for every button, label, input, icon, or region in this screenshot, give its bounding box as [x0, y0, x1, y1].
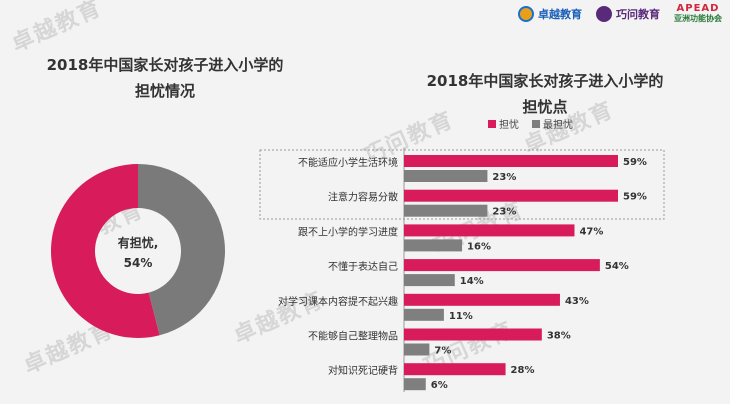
legend-swatch [488, 120, 496, 128]
category-label: 不懂于表达自己 [328, 260, 398, 273]
category-label: 跟不上小学的学习进度 [298, 225, 398, 238]
bar [404, 343, 430, 356]
bar-value-label: 38% [547, 331, 571, 342]
left-title-line2: 担忧情况 [134, 82, 195, 100]
logo-bar: 卓越教育 巧问教育 APEAD 亚洲功能协会 [518, 4, 722, 24]
donut-slice [50, 164, 160, 338]
bar-value-label: 47% [579, 226, 603, 237]
bar [404, 170, 488, 182]
category-label: 不能适应小学生活环境 [298, 156, 398, 169]
brand2-text: 巧问教育 [616, 8, 660, 21]
category-label: 注意力容易分散 [328, 191, 398, 204]
brand-logo-zhuoyue: 卓越教育 [518, 6, 582, 22]
zhuoyue-logo-icon [518, 6, 534, 22]
bar-value-label: 28% [511, 365, 535, 376]
bar-value-label: 23% [492, 207, 516, 218]
right-title-line2: 担忧点 [522, 98, 568, 116]
bar [404, 328, 542, 341]
category-label: 对知识死记硬背 [328, 364, 398, 377]
donut-center-label: 有担忧, [118, 235, 159, 250]
bar-value-label: 59% [623, 157, 647, 168]
qiaowen-logo-icon [596, 6, 612, 22]
brand-logo-apead: APEAD 亚洲功能协会 [674, 4, 722, 24]
category-label: 不能够自己整理物品 [308, 330, 398, 343]
donut-slice [138, 164, 225, 336]
brand1-text: 卓越教育 [538, 8, 582, 21]
right-chart-title: 2018年中国家长对孩子进入小学的 担忧点 [400, 68, 690, 120]
brand3-bottom-text: 亚洲功能协会 [674, 14, 722, 23]
bar-value-label: 16% [467, 241, 491, 252]
highlight-box [259, 149, 665, 220]
legend-swatch [532, 120, 540, 128]
category-label: 对学习课本内容提不起兴趣 [278, 295, 398, 308]
bar [404, 274, 455, 287]
bar-value-label: 6% [431, 380, 448, 391]
bar [404, 189, 618, 202]
bar-value-label: 43% [565, 296, 589, 307]
bar-value-label: 54% [605, 261, 629, 272]
bar [404, 293, 560, 306]
bar-value-label: 23% [492, 172, 516, 183]
left-chart-title: 2018年中国家长对孩子进入小学的 担忧情况 [20, 52, 310, 104]
bar [404, 378, 426, 391]
brand-logo-qiaowen: 巧问教育 [596, 6, 660, 22]
bar-value-label: 7% [434, 346, 451, 357]
legend-label: 担忧 [499, 118, 519, 131]
bar [404, 308, 444, 321]
bar [404, 239, 463, 252]
bar [404, 155, 618, 167]
brand3-top-text: APEAD [676, 3, 720, 14]
right-title-line1: 2018年中国家长对孩子进入小学的 [426, 72, 664, 90]
bar [404, 204, 488, 217]
left-title-line1: 2018年中国家长对孩子进入小学的 [46, 56, 284, 74]
bar [404, 363, 506, 376]
legend-label: 最担忧 [543, 118, 573, 131]
bar-value-label: 11% [449, 311, 473, 322]
donut-center-value: 54% [124, 256, 153, 270]
bar-value-label: 14% [460, 276, 484, 287]
bar [404, 259, 600, 272]
bar-value-label: 59% [623, 192, 647, 203]
bar [404, 224, 575, 237]
